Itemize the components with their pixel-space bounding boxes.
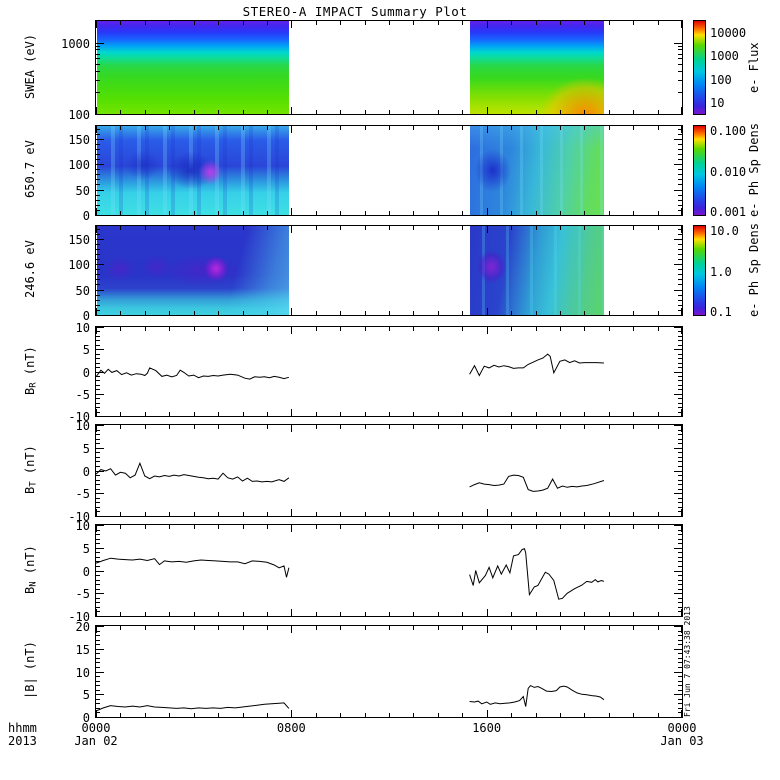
y-tick-label: 150 [68,132,90,147]
y-tick-label: 10 [75,518,90,533]
y-tick-label: -10 [68,409,90,424]
y-tick-label: -5 [75,586,90,601]
panel-246eV-spectrogram [95,225,683,316]
colorbar-tick-label: 0.100 [710,124,747,139]
x-tick-date-label: Jan 03 [660,734,704,748]
y-axis-label: 650.7 eV [23,140,37,199]
y-tick-label: 0 [82,208,90,223]
y-tick-label: 10 [75,418,90,433]
spectrogram-segment-left [97,226,290,315]
ticks-and-series-layer [96,626,682,717]
spectrogram-segment-left [97,126,290,215]
series-line [469,474,605,492]
y-axis-label: BT (nT) [23,445,39,494]
y-axis-label: |B| (nT) [23,641,37,700]
colorbar-tick-label: 0.001 [710,204,747,219]
colorbar-tick-label: 100 [710,72,732,87]
ticks-and-series-layer [96,525,682,616]
x-axis-format-label: hhmm [8,721,37,735]
y-tick-label: 0 [82,464,90,479]
y-tick-label: -5 [75,387,90,402]
y-tick-label: 10 [75,320,90,335]
x-tick-label: 0000 [81,721,111,735]
colorbar-tick-label: 10.0 [710,224,739,239]
y-tick-label: 50 [75,183,90,198]
y-tick-label: 20 [75,619,90,634]
y-tick-label: 100 [68,107,90,122]
colorbar-phspdens-246 [693,225,706,316]
series-line [96,702,290,712]
series-line [96,367,290,380]
y-tick-label: -10 [68,509,90,524]
ticks-and-series-layer [96,126,682,215]
panel-btotal-line [95,625,683,718]
spectrogram-segment-right [469,126,604,215]
series-line [469,548,605,600]
colorbar-unit-label: e- Ph Sp Dens [747,223,761,318]
colorbar-eflux [693,20,706,115]
y-tick-label: 15 [75,642,90,657]
y-axis-label: BN (nT) [23,545,39,594]
colorbar-tick-label: 10000 [710,26,747,41]
y-tick-label: 10 [75,665,90,680]
spectrogram-segment-right [469,21,604,114]
x-axis-year-label: 2013 [8,734,37,748]
y-axis-label: BR (nT) [23,346,39,395]
y-tick-label: 50 [75,283,90,298]
ticks-and-series-layer [96,425,682,516]
panel-650eV-spectrogram [95,125,683,216]
panel-bt-line [95,424,683,517]
panel-bn-line [95,524,683,617]
y-tick-label: 0 [82,564,90,579]
y-tick-label: -10 [68,609,90,624]
panel-swea-spectrogram [95,20,683,115]
colorbar-phspdens-650 [693,125,706,216]
y-tick-label: 150 [68,232,90,247]
spectrogram-segment-right [469,226,604,315]
y-tick-label: 5 [82,687,90,702]
series-line [96,461,290,483]
colorbar-tick-label: 10 [710,95,725,110]
colorbar-unit-label: e- Flux [747,42,761,93]
series-line [96,557,290,578]
y-tick-label: 0 [82,308,90,323]
x-tick-label: 0800 [276,721,306,735]
y-axis-label: 246.6 eV [23,240,37,299]
ticks-and-series-layer [96,21,682,114]
y-tick-label: 5 [82,441,90,456]
y-tick-label: 100 [68,257,90,272]
ticks-and-series-layer [96,226,682,315]
x-tick-date-label: Jan 02 [74,734,118,748]
panel-br-line [95,326,683,417]
y-axis-label: SWEA (eV) [23,33,37,100]
y-tick-label: -5 [75,486,90,501]
y-tick-label: 0 [82,710,90,725]
spectrogram-segment-left [97,21,290,114]
plot-timestamp: Fri Jun 7 07:43:38 2013 [683,606,692,717]
series-line [469,353,604,377]
page-title: STEREO-A IMPACT Summary Plot [242,4,468,19]
y-tick-label: 5 [82,541,90,556]
colorbar-tick-label: 1000 [710,49,739,64]
x-tick-label: 1600 [472,721,502,735]
y-tick-label: 1000 [61,36,90,51]
x-tick-label: 0000 [667,721,697,735]
y-tick-label: 100 [68,157,90,172]
series-line [469,684,605,707]
colorbar-tick-label: 0.1 [710,304,732,319]
colorbar-tick-label: 1.0 [710,264,732,279]
y-tick-label: 0 [82,365,90,380]
ticks-and-series-layer [96,327,682,416]
y-tick-label: 5 [82,342,90,357]
colorbar-tick-label: 0.010 [710,164,747,179]
